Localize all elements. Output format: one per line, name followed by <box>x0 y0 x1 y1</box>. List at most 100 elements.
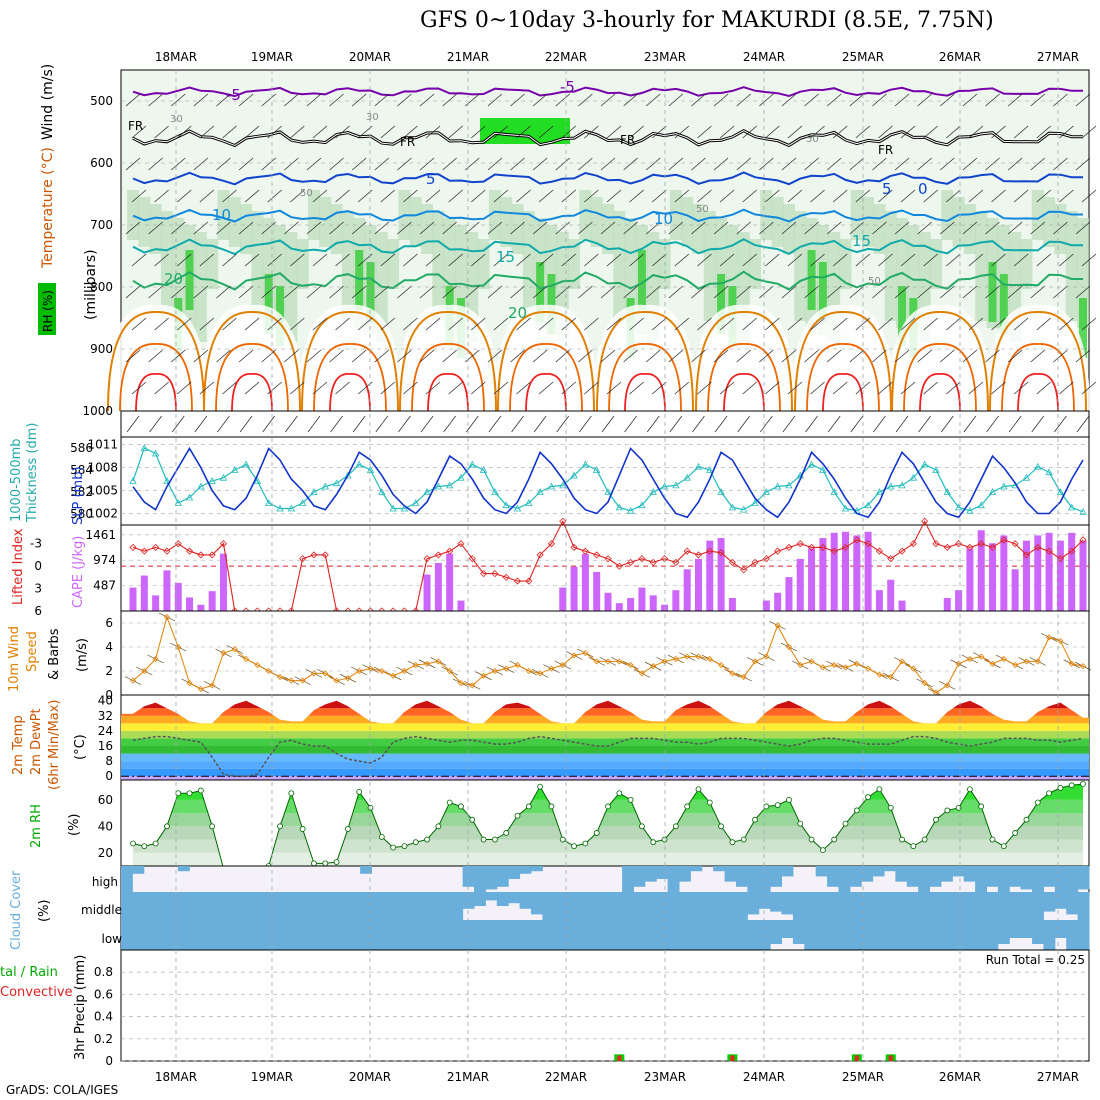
wind-barb <box>600 221 616 235</box>
wind-barb <box>238 285 254 299</box>
rh-point <box>288 790 295 797</box>
wind-barb <box>832 381 848 395</box>
wind-barb <box>1059 253 1074 267</box>
lifted-index-point <box>1000 536 1008 544</box>
temp-color-band <box>121 715 1089 724</box>
cloud-low-bar <box>986 920 999 950</box>
wind-speed-point <box>344 675 351 682</box>
wind-barb <box>668 157 684 171</box>
wind-barb <box>493 317 509 331</box>
wind-barb <box>810 253 825 267</box>
cape-bar <box>966 548 974 611</box>
cloud-low-label: low <box>102 932 123 946</box>
wind-barb <box>538 125 554 139</box>
cloud-low-bar <box>246 920 259 950</box>
lifted-index-point <box>1068 547 1076 555</box>
cloud-high-bar <box>177 866 190 872</box>
upper-rh-label: RH (%) <box>41 290 55 332</box>
contour-label-5-b: 5 <box>882 180 892 198</box>
wind-barb <box>787 189 803 203</box>
wind-barb <box>510 349 525 363</box>
cloud-middle-bar <box>553 892 566 920</box>
wind-barb <box>923 189 938 203</box>
wind-speed-point <box>333 677 340 684</box>
lifted-index-point <box>649 558 657 566</box>
temp-color-band <box>121 730 1089 739</box>
cloud-high-bar <box>758 866 771 892</box>
wind-barb <box>652 125 667 139</box>
cape-bar <box>785 577 793 611</box>
wind-barb <box>335 125 350 139</box>
contour-label-10-a: 10 <box>212 206 231 224</box>
wind-speed-point <box>944 682 951 689</box>
wind-barb <box>1036 381 1051 395</box>
wind-speed-point <box>1023 658 1030 665</box>
cape-bar <box>830 532 838 611</box>
wind-speed-point <box>718 661 725 669</box>
wind-barb <box>425 253 441 267</box>
wind-barb <box>697 253 712 267</box>
temp-contour-minus5 <box>132 86 1083 98</box>
thickness-tick-label: 582 <box>70 485 93 499</box>
cloud-low-bar <box>1032 920 1044 944</box>
wind-barb <box>578 285 593 299</box>
slp-tick-label: 1005 <box>87 484 118 498</box>
cloud-middle-bar <box>1043 892 1056 912</box>
wind-barb <box>442 349 457 363</box>
cloud-low-bar <box>269 920 281 950</box>
rh-point <box>1057 785 1064 791</box>
precip-tick-label: 0.8 <box>94 965 113 979</box>
slp-tick-label: 1008 <box>87 461 118 475</box>
cloud-high-bar <box>861 866 874 882</box>
thickness-tick-label: 586 <box>70 441 93 455</box>
wind-barb <box>267 381 282 395</box>
cloud-middle-bar <box>314 892 327 920</box>
wind-barb <box>873 415 886 433</box>
wind-barb <box>329 285 344 299</box>
thickness-point <box>242 460 250 468</box>
cloud-high-bar <box>986 866 999 887</box>
wind-barb <box>600 349 616 363</box>
wind-barb <box>737 415 750 433</box>
cloud-low-bar <box>633 920 646 950</box>
wind-barb <box>781 93 797 107</box>
temp-contour-25 <box>497 310 595 412</box>
cloud-middle-bar <box>963 892 976 920</box>
rh-fill-band <box>319 197 332 247</box>
wind-barb <box>584 381 599 395</box>
rh-point <box>480 836 487 843</box>
cloud-middle-bar <box>337 892 350 920</box>
rh-point <box>175 790 182 797</box>
wind-barb <box>238 349 254 363</box>
wind-barb <box>267 125 282 139</box>
wind-barb <box>403 381 418 395</box>
rh-point <box>458 803 464 810</box>
lifted-index-point <box>1045 547 1053 555</box>
pressure-tick-label: 700 <box>90 218 113 232</box>
wind-speed-point <box>1000 655 1007 663</box>
cloud-low-bar <box>872 920 885 950</box>
thickness-point <box>208 477 216 484</box>
wind-barb <box>646 285 661 299</box>
wind-barb <box>290 253 305 267</box>
wind-barb <box>284 157 299 171</box>
rh-tick-label: 60 <box>98 793 113 807</box>
lifted-index-point <box>955 540 963 548</box>
wind-barb <box>1007 221 1023 235</box>
date-label-top: 26MAR <box>939 50 981 64</box>
rh-point <box>887 804 894 811</box>
wind-barb <box>154 381 169 395</box>
temp-contour-30 <box>903 343 977 412</box>
dewpoint-line <box>132 735 1084 777</box>
wind-speed-point <box>887 673 894 681</box>
cloud-middle-bar <box>1020 892 1033 920</box>
wind-barb <box>1030 221 1045 235</box>
cloud-high-bar <box>884 866 896 872</box>
rh-fill-band <box>251 211 264 321</box>
wind-barb <box>1013 253 1029 267</box>
cape-bar <box>208 591 216 611</box>
wind-barb <box>804 157 819 171</box>
thickness-point <box>423 488 431 495</box>
rh-point <box>390 844 397 851</box>
cape-bar <box>706 540 714 611</box>
